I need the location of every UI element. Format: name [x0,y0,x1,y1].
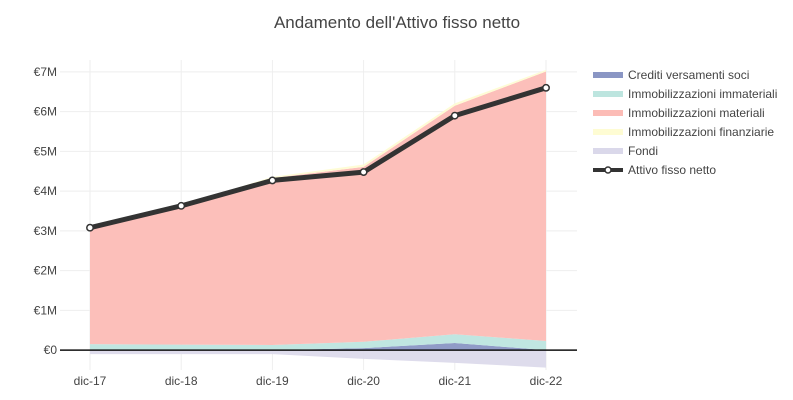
legend-label: Immobilizzazioni immateriali [628,87,777,101]
data-point[interactable] [359,168,368,177]
x-tick-label: dic-18 [165,374,198,388]
legend-item[interactable]: Immobilizzazioni finanziarie [593,125,774,139]
y-tick-label: €4M [34,184,57,198]
legend-swatch [593,110,623,116]
legend-swatch [593,148,623,154]
y-tick-label: €6M [34,105,57,119]
legend-label: Crediti versamenti soci [628,68,749,82]
x-tick-label: dic-21 [438,374,471,388]
legend-label: Fondi [628,144,658,158]
area-layer [90,69,546,368]
legend-item[interactable]: Attivo fisso netto [593,163,716,177]
legend-item[interactable]: Immobilizzazioni materiali [593,106,765,120]
y-tick-label: €5M [34,144,57,158]
x-tick-label: dic-17 [74,374,107,388]
line-attivo-fisso-netto [89,85,547,231]
legend-swatch [593,129,623,135]
y-tick-label: €2M [34,264,57,278]
data-point[interactable] [450,111,459,120]
legend-label: Attivo fisso netto [628,163,716,177]
chart-title: Andamento dell'Attivo fisso netto [274,13,520,32]
data-point[interactable] [177,201,186,210]
y-tick-label: €7M [34,65,57,79]
data-point[interactable] [86,223,94,232]
legend-label: Immobilizzazioni finanziarie [628,125,774,139]
x-tick-label: dic-19 [256,374,289,388]
x-tick-label: dic-22 [530,374,563,388]
data-point[interactable] [542,83,550,92]
axis-labels-layer: €0 €1M €2M €3M €4M €5M €6M €7M dic-17 dic-18 dic-1… [34,65,563,388]
legend-item[interactable]: Immobilizzazioni immateriali [593,87,777,101]
legend[interactable]: Crediti versamenti soci Immobilizzazioni … [593,68,777,177]
legend-marker [604,166,612,174]
legend-item[interactable]: Fondi [593,144,658,158]
area-crediti-versamenti-soci [90,342,546,351]
area-fondi [90,350,546,368]
legend-label: Immobilizzazioni materiali [628,106,765,120]
y-tick-label: €0 [44,343,58,357]
y-tick-label: €3M [34,224,57,238]
area-immobilizzazioni-materiali [90,71,546,345]
data-point[interactable] [268,176,277,185]
legend-swatch [593,72,623,78]
x-tick-label: dic-20 [347,374,380,388]
area-immobilizzazioni-immateriali [90,334,546,351]
legend-swatch [593,91,623,97]
y-tick-label: €1M [34,303,57,317]
legend-item[interactable]: Crediti versamenti soci [593,68,749,82]
line-layer [86,83,550,232]
